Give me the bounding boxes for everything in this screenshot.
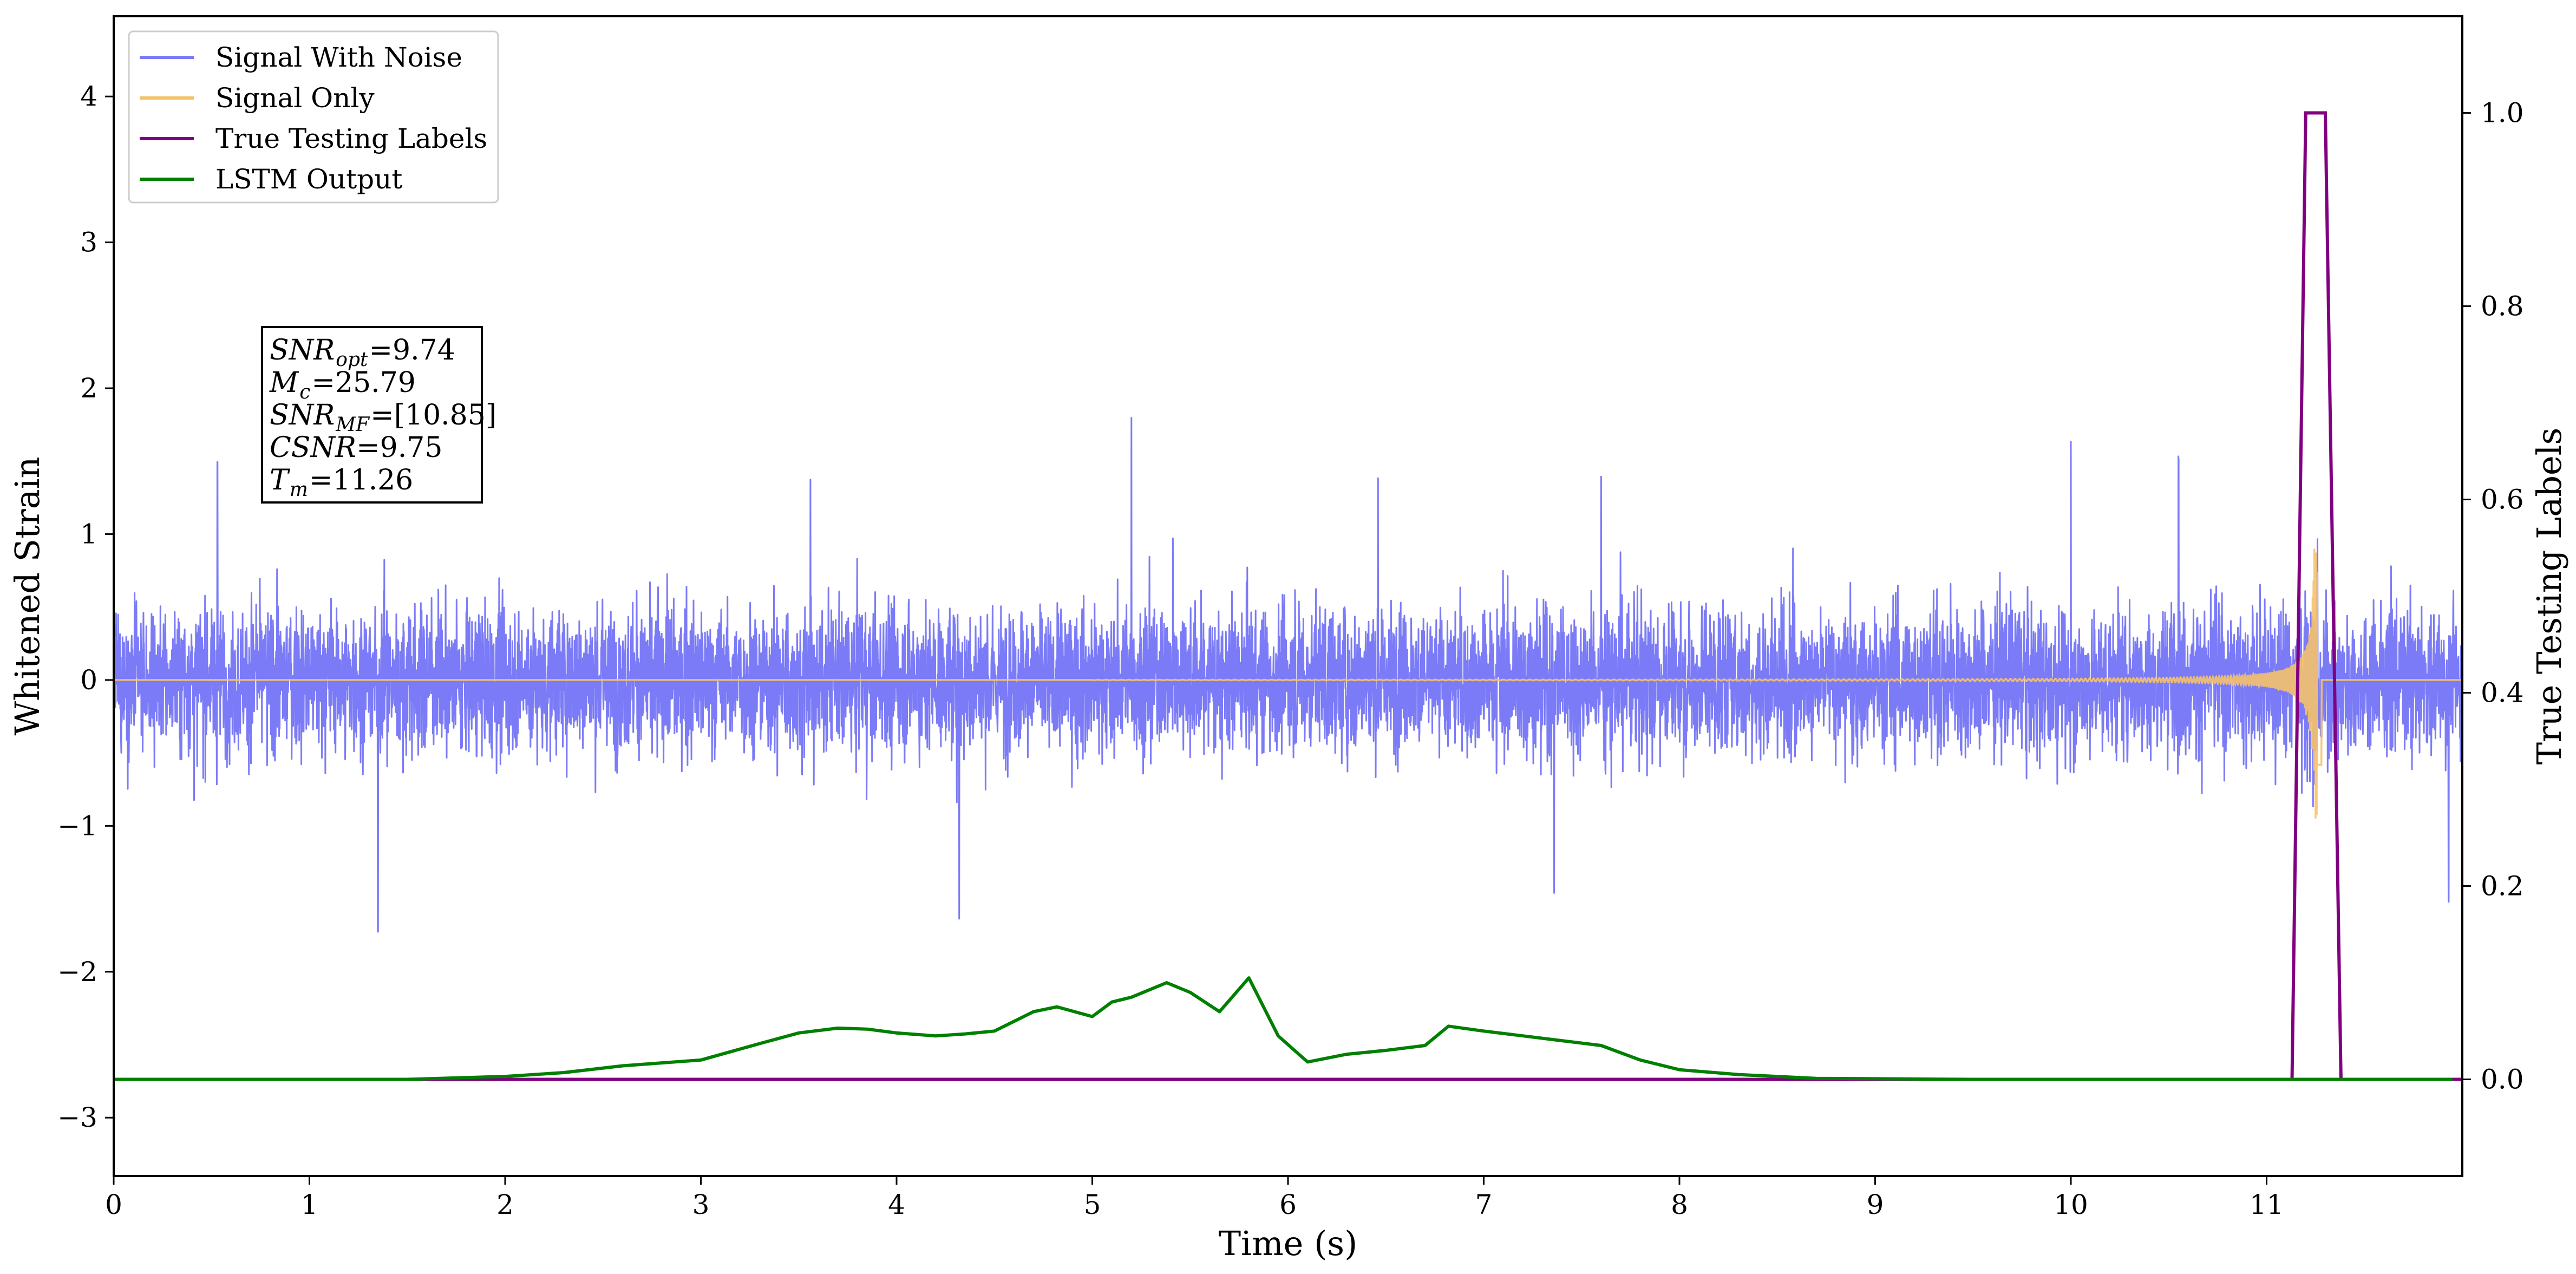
- annotation-subscript: c: [299, 381, 310, 403]
- x-tick-label: 3: [692, 1189, 710, 1220]
- annotation-value: =25.79: [311, 367, 415, 399]
- y-tick-label: −1: [57, 810, 97, 841]
- y-tick-label: 4: [80, 81, 97, 112]
- legend-item-label: True Testing Labels: [215, 123, 487, 154]
- x-tick-label: 7: [1475, 1189, 1493, 1220]
- x-tick-label: 0: [105, 1189, 122, 1220]
- y-tick-label: −2: [57, 956, 97, 988]
- y2-tick-label: 1.0: [2481, 97, 2524, 129]
- y-tick-label: 2: [80, 373, 97, 404]
- lstm-output-line: [114, 976, 2453, 1081]
- signal-only-series: [114, 548, 2462, 819]
- signal-with-noise-series: [114, 417, 2462, 933]
- x-tick-label: 1: [301, 1189, 318, 1220]
- y-tick-label: 3: [80, 227, 97, 258]
- annotation-variable: M: [269, 367, 299, 399]
- x-tick-label: 6: [1279, 1189, 1297, 1220]
- annotation-variable: SNR: [270, 399, 335, 432]
- x-tick-label: 4: [888, 1189, 905, 1220]
- y-axis: −3 −2 −1 0 1 2 3 4: [57, 81, 114, 1133]
- y2-tick-label: 0.2: [2481, 871, 2524, 902]
- annotation-value: =11.26: [309, 464, 413, 496]
- x-tick-label: 8: [1671, 1189, 1688, 1220]
- y-tick-label: 0: [80, 664, 97, 696]
- x-axis: 0 1 2 3 4 5 6 7 8 9 10 11: [105, 1176, 2284, 1220]
- legend: Signal With Noise Signal Only True Testing…: [128, 30, 499, 204]
- lstm-output-series: [114, 976, 2453, 1081]
- annotation-subscript: MF: [335, 414, 370, 436]
- x-tick-label: 5: [1084, 1189, 1101, 1220]
- x-tick-label: 9: [1867, 1189, 1884, 1220]
- y2-axis: 0.0 0.2 0.4 0.6 0.8 1.0: [2462, 97, 2524, 1095]
- y2-tick-label: 0.0: [2481, 1064, 2524, 1095]
- x-tick-label: 10: [2054, 1189, 2088, 1220]
- annotation-variable: SNR: [270, 334, 335, 367]
- annotation-value: =[10.85]: [370, 399, 496, 432]
- signal-only-line: [114, 548, 2462, 819]
- annotation-subscript: opt: [336, 349, 368, 371]
- y2-tick-label: 0.8: [2481, 291, 2524, 322]
- y-tick-label: 1: [80, 518, 97, 550]
- annotation-frame: [261, 326, 483, 504]
- annotation-variable: CSNR: [270, 432, 356, 464]
- legend-item-label: Signal Only: [215, 82, 375, 114]
- x-tick-label: 11: [2250, 1189, 2284, 1220]
- signal-with-noise-line: [114, 417, 2462, 933]
- legend-item-label: Signal With Noise: [215, 42, 462, 73]
- annotation-value: =9.75: [356, 432, 442, 464]
- y2-tick-label: 0.6: [2481, 484, 2524, 515]
- plot-area: [114, 111, 2462, 1081]
- y2-tick-label: 0.4: [2481, 677, 2524, 709]
- y-tick-label: −3: [57, 1102, 97, 1133]
- annotation-subscript: m: [290, 479, 308, 501]
- y2-axis-label: True Testing Labels: [2529, 428, 2569, 765]
- annotation-value: =9.74: [369, 334, 455, 367]
- x-tick-label: 2: [496, 1189, 514, 1220]
- x-axis-label: Time (s): [1219, 1224, 1358, 1263]
- annotation-variable: T: [270, 464, 290, 496]
- y-axis-label: Whitened Strain: [8, 457, 47, 736]
- legend-box: [128, 30, 499, 204]
- legend-item-label: LSTM Output: [215, 164, 402, 195]
